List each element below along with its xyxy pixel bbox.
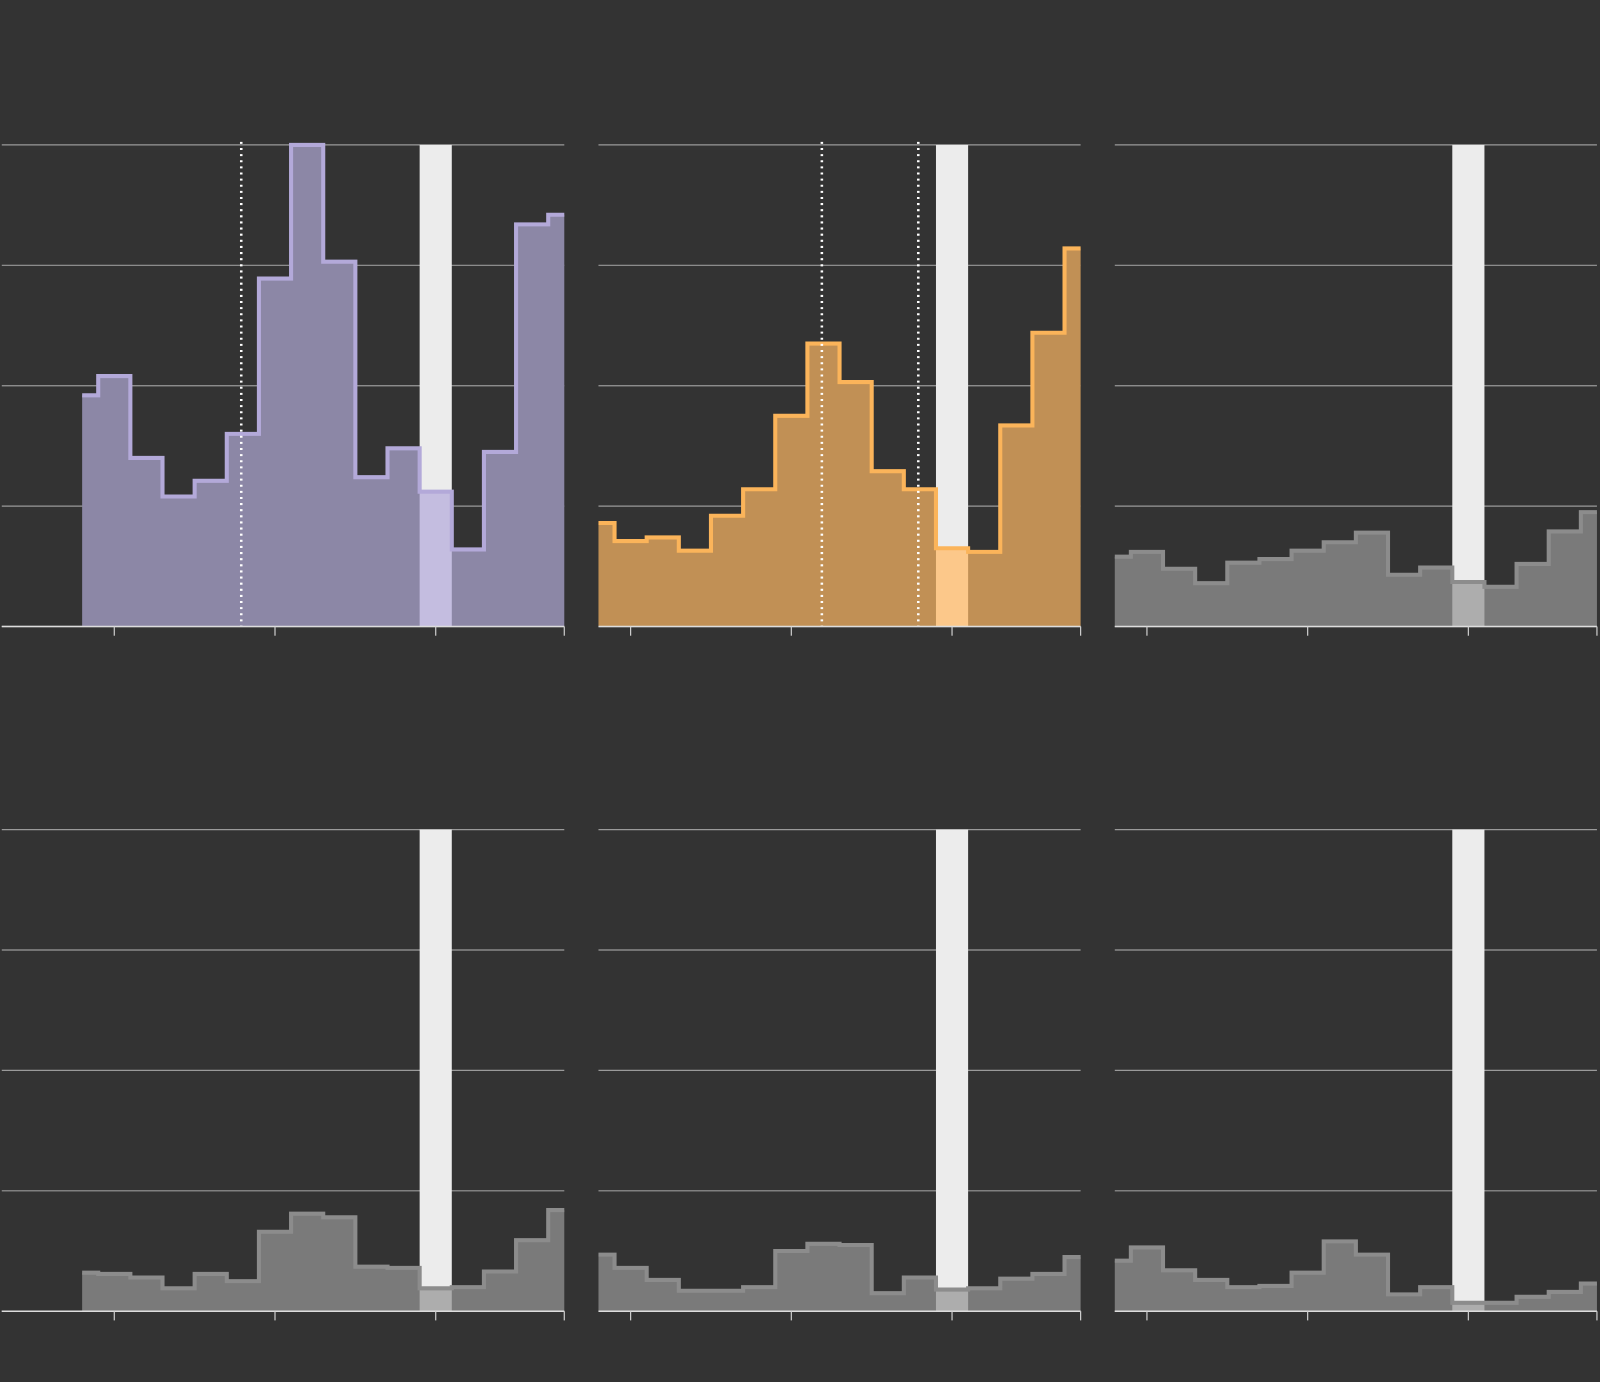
highlight-band <box>419 829 452 1312</box>
highlight-band <box>935 829 969 1312</box>
area <box>1114 1241 1597 1312</box>
panel <box>1114 144 1598 636</box>
area <box>598 248 1081 627</box>
panel <box>598 141 1082 636</box>
step-line <box>598 1241 1081 1296</box>
highlight-bin <box>1452 1302 1485 1312</box>
panel <box>1 141 565 636</box>
highlight-band <box>1452 829 1485 1312</box>
highlight-band <box>1452 144 1485 627</box>
highlight-bin <box>419 1288 452 1312</box>
highlight-bin <box>935 548 969 627</box>
step-line <box>82 1208 565 1291</box>
step-line <box>1114 1239 1597 1305</box>
highlight-bin <box>935 1289 969 1312</box>
step-line <box>82 142 565 552</box>
panels <box>1 141 1598 1321</box>
panel <box>598 828 1082 1321</box>
panel <box>1 828 565 1321</box>
step-line <box>598 246 1081 554</box>
area <box>82 1210 565 1312</box>
step-line <box>1114 510 1597 589</box>
highlight-bin <box>419 491 452 627</box>
panel <box>1114 828 1598 1321</box>
highlight-bin <box>1452 581 1485 627</box>
